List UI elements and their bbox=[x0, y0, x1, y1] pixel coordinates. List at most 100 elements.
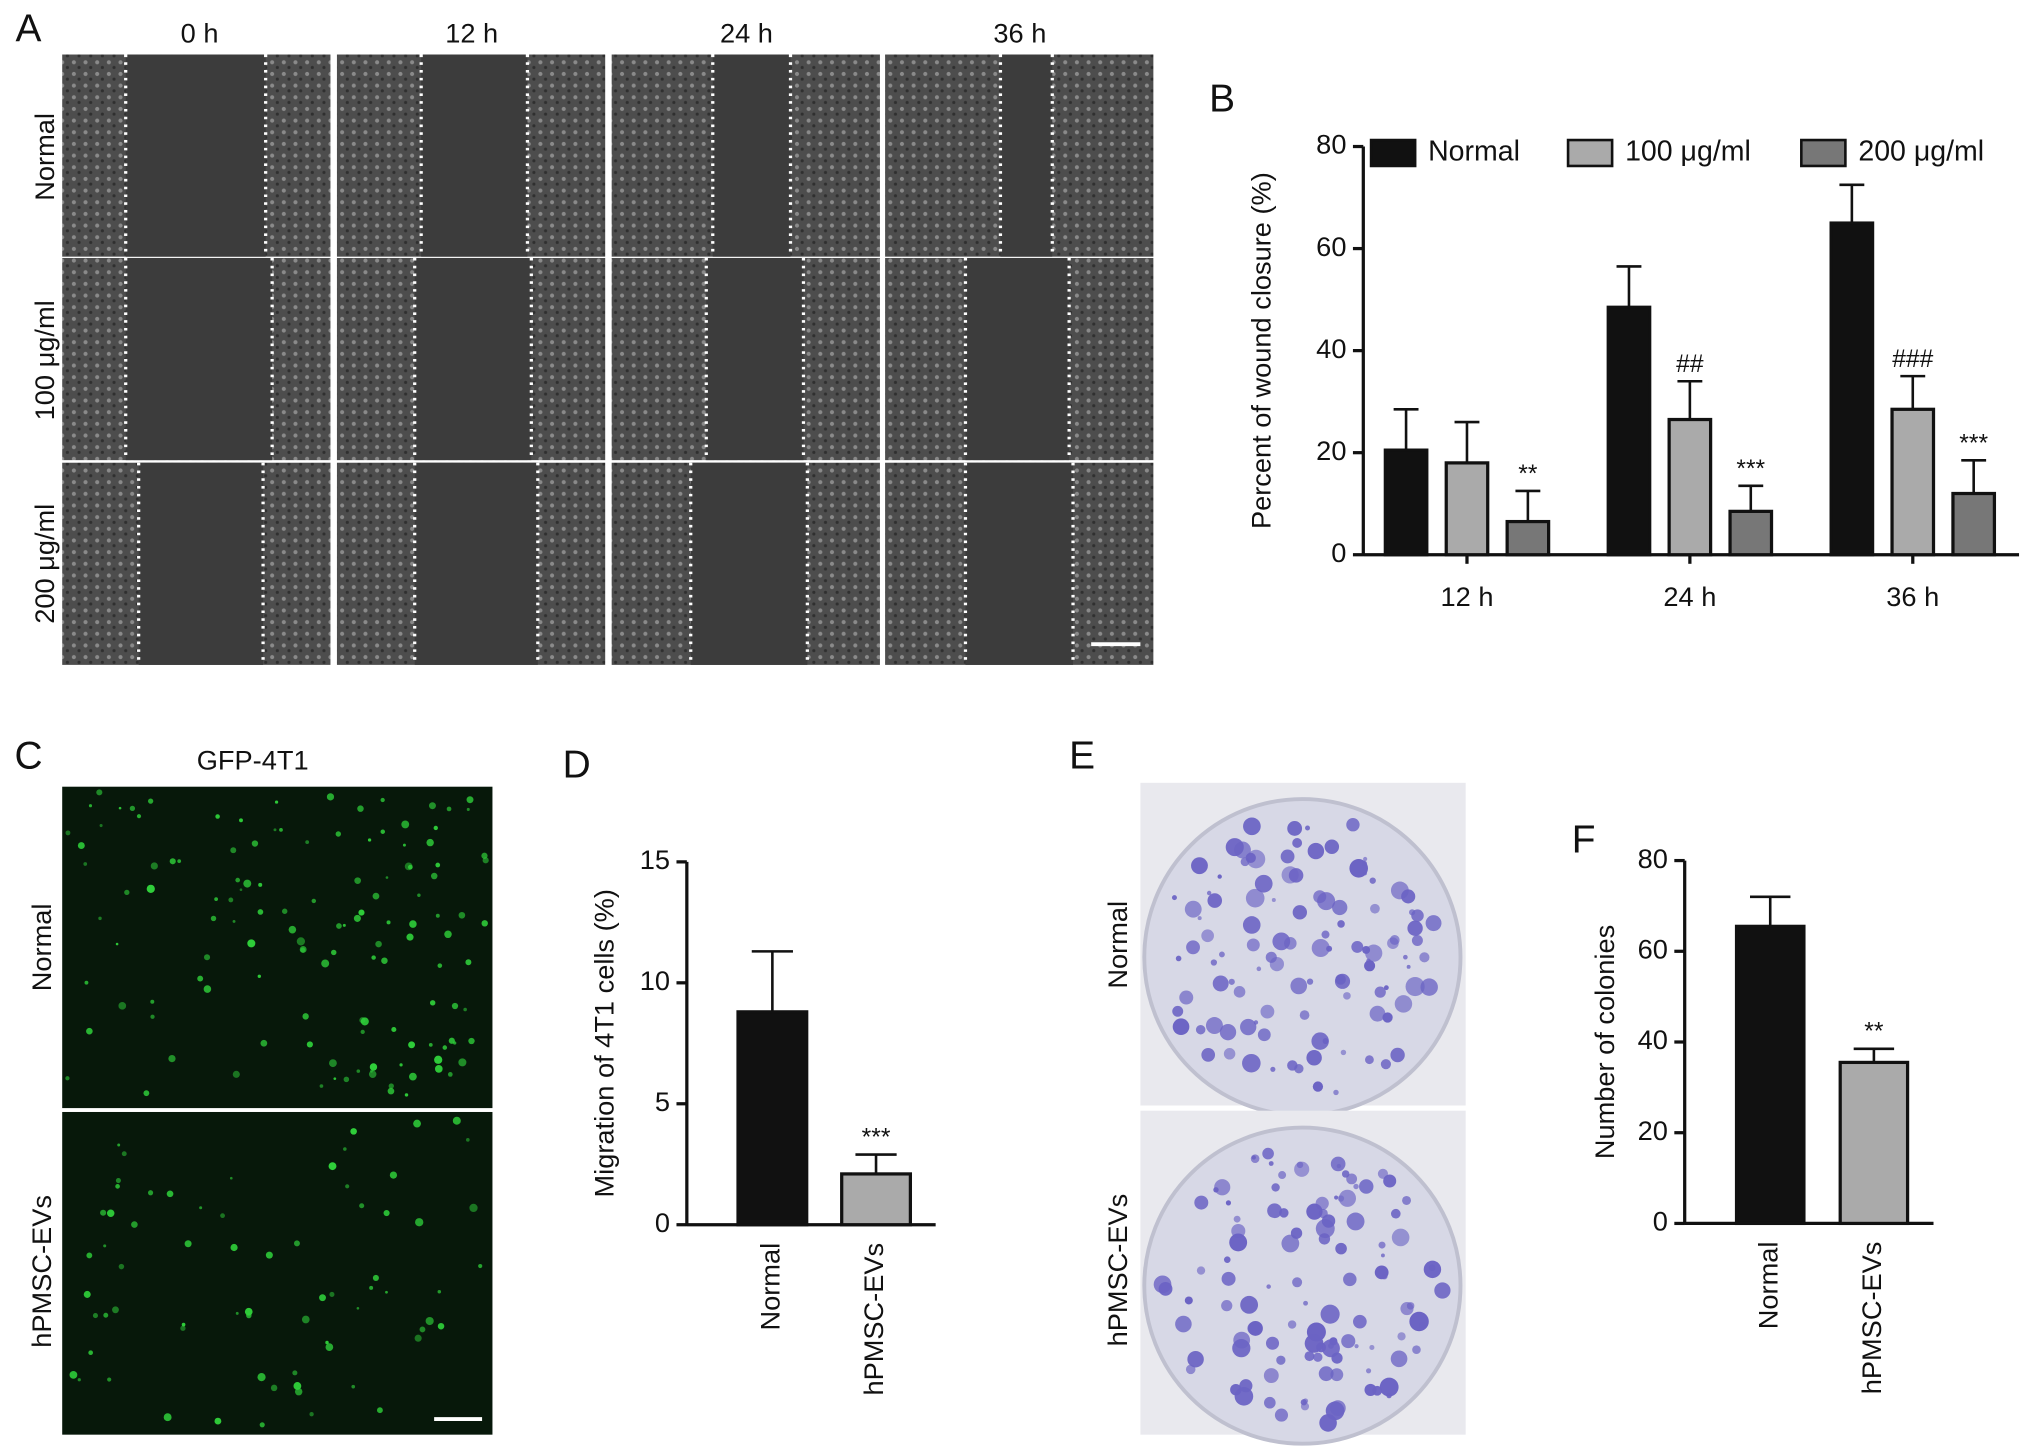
cell-dot bbox=[481, 920, 488, 927]
cell-dot bbox=[83, 1290, 91, 1298]
colony bbox=[1369, 1344, 1375, 1351]
colony bbox=[1374, 986, 1386, 998]
cell-dot bbox=[279, 827, 283, 832]
colony bbox=[1428, 1264, 1436, 1271]
cell-dot bbox=[228, 897, 234, 903]
colony bbox=[1265, 951, 1277, 963]
colony bbox=[1411, 909, 1424, 922]
column-label: 36 h bbox=[993, 17, 1046, 48]
colony bbox=[1405, 977, 1425, 997]
colony bbox=[1260, 1004, 1275, 1019]
colony bbox=[1243, 817, 1261, 836]
colony bbox=[1274, 1408, 1289, 1422]
plate bbox=[1142, 1125, 1463, 1446]
y-tick-label: 80 bbox=[1638, 843, 1668, 874]
bar bbox=[1829, 221, 1875, 557]
cell-dot bbox=[399, 1063, 403, 1067]
colony bbox=[1434, 1282, 1451, 1299]
colony bbox=[1402, 1195, 1412, 1205]
colony bbox=[1311, 938, 1330, 958]
cell-dot bbox=[367, 838, 372, 842]
wound-gap bbox=[421, 54, 528, 257]
colony bbox=[1312, 1081, 1324, 1092]
cell-dot bbox=[177, 859, 182, 864]
colony bbox=[1219, 1023, 1237, 1041]
colony bbox=[1290, 977, 1308, 995]
colony bbox=[1172, 1005, 1184, 1017]
colony bbox=[1337, 920, 1345, 928]
cell-dot bbox=[146, 884, 155, 893]
significance-label: ** bbox=[1518, 461, 1538, 488]
cell-dot bbox=[326, 793, 335, 801]
cell-dot bbox=[199, 1206, 203, 1210]
significance-label: ### bbox=[1892, 346, 1933, 373]
colony bbox=[1359, 1179, 1374, 1194]
colony bbox=[1171, 895, 1177, 901]
y-tick-label: 10 bbox=[640, 965, 670, 996]
colony bbox=[1281, 1234, 1300, 1253]
cell-dot bbox=[302, 1013, 309, 1020]
colony bbox=[1383, 985, 1389, 991]
image-tile bbox=[62, 1111, 493, 1435]
colony bbox=[1223, 1256, 1231, 1263]
colony bbox=[1247, 1320, 1263, 1336]
colony bbox=[1378, 1241, 1386, 1249]
cell-dot bbox=[115, 1177, 121, 1184]
colony bbox=[1321, 930, 1330, 939]
cell-dot bbox=[437, 963, 443, 968]
cell-dot bbox=[257, 974, 262, 978]
colony bbox=[1419, 952, 1430, 963]
colony bbox=[1306, 1050, 1322, 1066]
colony bbox=[1207, 893, 1223, 908]
colony bbox=[1362, 946, 1371, 954]
cell-dot bbox=[86, 1027, 93, 1035]
colony bbox=[1267, 1203, 1282, 1219]
cell-dot bbox=[469, 1203, 478, 1213]
panel-label: F bbox=[1572, 819, 1596, 862]
colony bbox=[1364, 960, 1376, 972]
colony bbox=[1250, 1154, 1260, 1163]
legend-swatch bbox=[1369, 138, 1417, 168]
cell-dot bbox=[444, 930, 452, 939]
cell-dot bbox=[251, 840, 259, 847]
cell-dot bbox=[434, 1065, 443, 1073]
colony bbox=[1201, 929, 1214, 943]
cell-dot bbox=[430, 872, 438, 880]
cell-dot bbox=[380, 797, 385, 803]
cell-dot bbox=[376, 1407, 383, 1414]
cell-dot bbox=[458, 911, 466, 919]
colony bbox=[1304, 1351, 1315, 1362]
row-label: 100 μg/ml bbox=[29, 300, 60, 420]
colony bbox=[1206, 890, 1212, 896]
cell-dot bbox=[274, 800, 279, 804]
cell-dot bbox=[260, 1039, 268, 1047]
y-tick-label: 80 bbox=[1316, 129, 1346, 160]
cell-dot bbox=[359, 1017, 366, 1024]
cell-dot bbox=[433, 825, 438, 831]
colony bbox=[1389, 935, 1400, 945]
cell-dot bbox=[359, 1203, 365, 1209]
colony bbox=[1265, 1336, 1280, 1350]
cell-dot bbox=[181, 1322, 186, 1327]
bar bbox=[1444, 461, 1490, 557]
cell-dot bbox=[437, 1290, 442, 1294]
cell-dot bbox=[118, 1263, 125, 1270]
colony bbox=[1195, 1024, 1206, 1035]
cell-dot bbox=[230, 847, 237, 854]
colony bbox=[1406, 964, 1411, 969]
cell-dot bbox=[466, 796, 474, 804]
panel-label: C bbox=[14, 734, 42, 777]
cell-dot bbox=[301, 1315, 310, 1324]
colony bbox=[1397, 1332, 1406, 1341]
colony bbox=[1276, 1355, 1286, 1365]
bar bbox=[1838, 1060, 1910, 1226]
cell-dot bbox=[299, 946, 307, 953]
cell-dot bbox=[169, 858, 176, 865]
cell-dot bbox=[215, 814, 220, 819]
y-tick-label: 0 bbox=[1653, 1206, 1668, 1237]
cell-dot bbox=[292, 1370, 298, 1376]
colony bbox=[1336, 1163, 1342, 1169]
legend-label: 100 μg/ml bbox=[1625, 136, 1751, 168]
cell-dot bbox=[103, 1312, 109, 1318]
